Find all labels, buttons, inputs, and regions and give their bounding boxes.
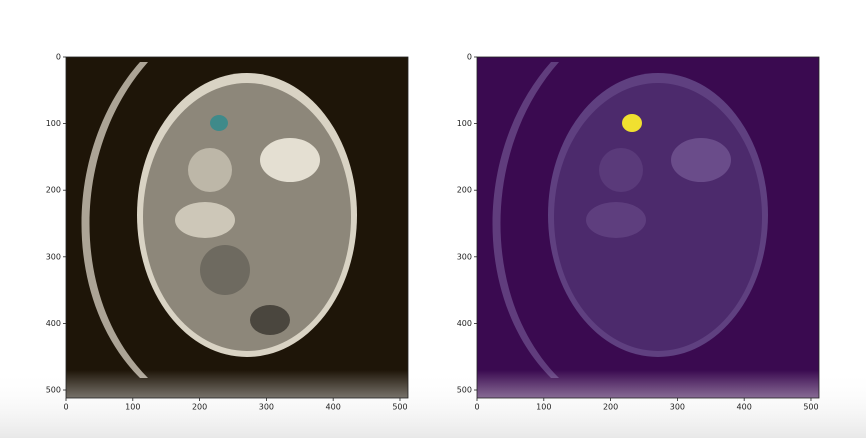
y-tick-label: 0: [467, 53, 472, 62]
x-tick-label: 100: [536, 403, 551, 412]
ct-image: [66, 57, 408, 398]
x-tick-label: 300: [259, 403, 274, 412]
x-tick-label: 100: [125, 403, 140, 412]
x-tick-label: 0: [474, 403, 479, 412]
bottom-fade: [0, 370, 866, 438]
y-tick-label: 400: [457, 319, 472, 328]
x-tick-label: 200: [603, 403, 618, 412]
y-tick-label: 200: [457, 186, 472, 195]
x-tick-label: 400: [326, 403, 341, 412]
axes-frame: [65, 56, 409, 399]
y-tick-label: 500: [46, 386, 61, 395]
mask-image: [477, 57, 819, 398]
y-tick-label: 200: [46, 186, 61, 195]
x-tick-label: 400: [737, 403, 752, 412]
y-tick-label: 0: [56, 53, 61, 62]
y-tick-label: 300: [46, 252, 61, 261]
x-tick-label: 500: [803, 403, 818, 412]
x-tick-label: 200: [192, 403, 207, 412]
y-tick-label: 100: [457, 119, 472, 128]
y-tick-label: 300: [457, 252, 472, 261]
x-tick-label: 0: [63, 403, 68, 412]
axes-frame: [476, 56, 820, 399]
y-tick-label: 100: [46, 119, 61, 128]
y-tick-label: 400: [46, 319, 61, 328]
x-tick-label: 300: [670, 403, 685, 412]
y-tick-label: 500: [457, 386, 472, 395]
x-tick-label: 500: [392, 403, 407, 412]
